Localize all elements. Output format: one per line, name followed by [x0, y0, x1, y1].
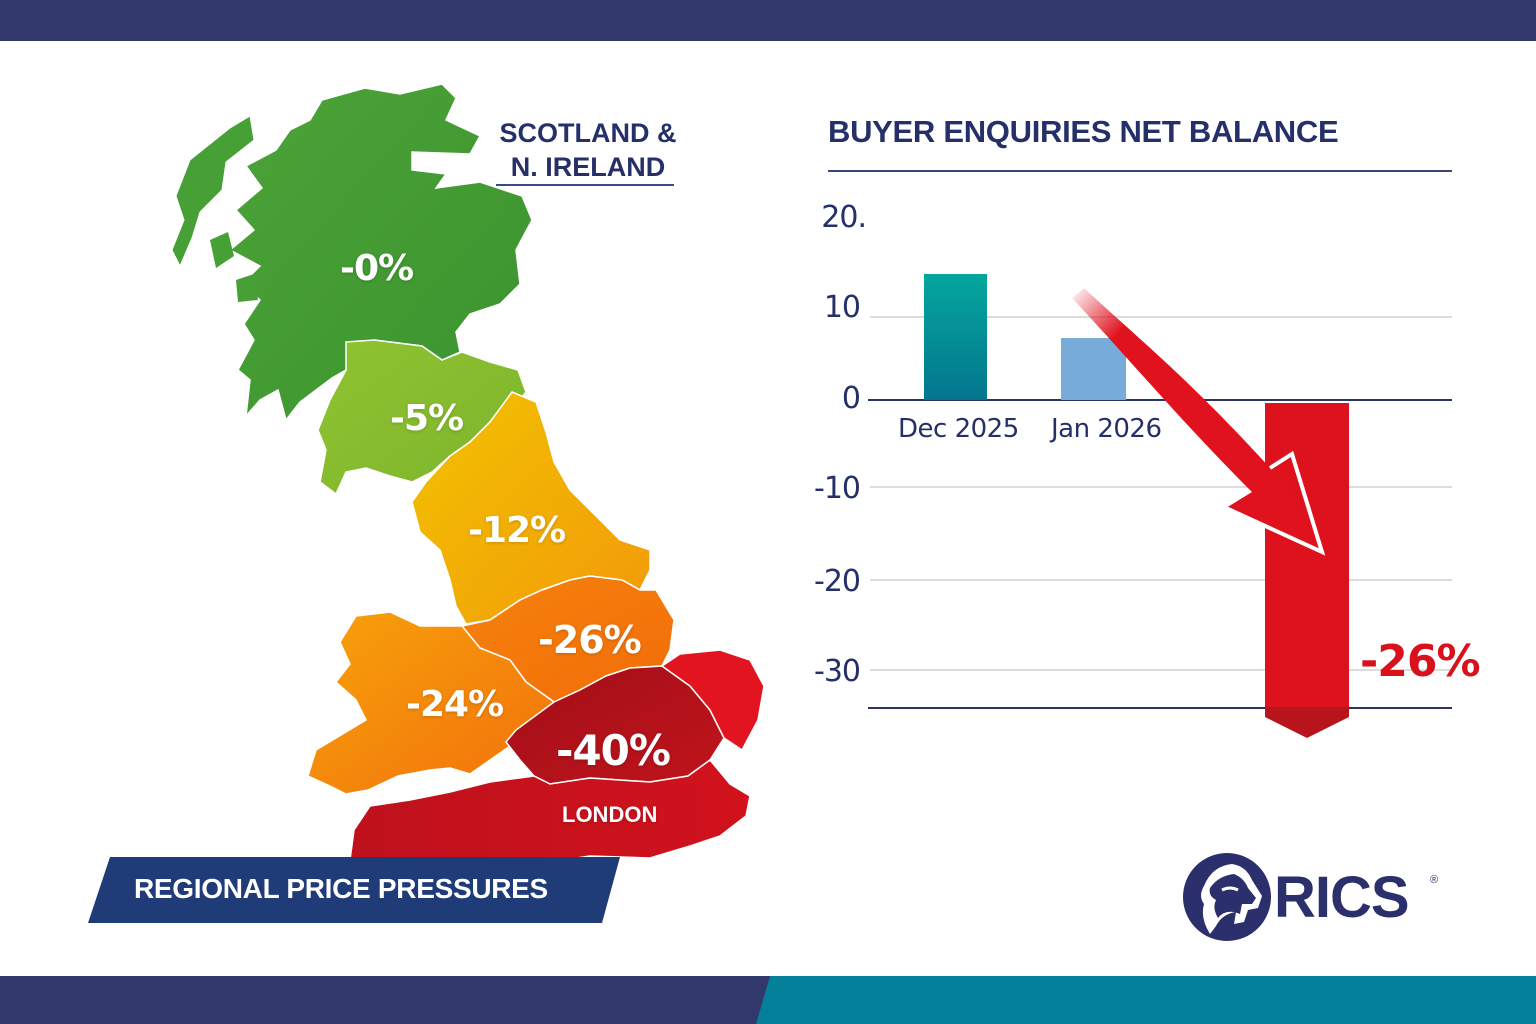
y-tick-neg10: -10: [814, 471, 861, 506]
scotland-heading-underline: [496, 184, 674, 186]
scotland-heading-line1: SCOTLAND &: [499, 118, 677, 148]
lion-emblem-icon: [1183, 853, 1271, 941]
uk-regional-map: -0% -5% -12% -26% -24% -40% LONDON: [150, 70, 790, 870]
x-label-dec-2025: Dec 2025: [898, 414, 1019, 444]
regional-price-banner: REGIONAL PRICE PRESSURES: [88, 857, 620, 923]
bottom-footer-band: [0, 976, 1536, 1024]
region-value-wales-west: -24%: [406, 684, 504, 725]
region-wales-west: [307, 611, 555, 795]
gridline-neg30: [870, 669, 1452, 671]
y-tick-20: 20.: [821, 200, 867, 235]
region-east-anglia: [660, 649, 765, 752]
rics-wordmark: RICS: [1274, 865, 1410, 930]
region-scotland-isles: [171, 115, 255, 268]
london-label: LONDON: [562, 802, 658, 827]
y-tick-0: 0: [841, 381, 861, 416]
bar-latest-negative: [1265, 403, 1349, 709]
registered-mark: ®: [1430, 874, 1439, 886]
chart-title-rule: [828, 170, 1452, 172]
gridline-neg10: [870, 486, 1452, 488]
rics-logo: RICS ®: [1182, 852, 1452, 942]
region-value-scotland: -0%: [340, 248, 414, 289]
banner-title: REGIONAL PRICE PRESSURES: [134, 873, 548, 904]
gridline-10: [870, 316, 1452, 318]
gridline-neg20: [870, 579, 1452, 581]
scotland-heading: SCOTLAND & N. IRELAND: [488, 116, 688, 184]
top-header-band: [0, 0, 1536, 41]
x-label-jan-2026: Jan 2026: [1051, 414, 1162, 444]
region-borders: [317, 339, 527, 496]
zero-axis-line: [868, 399, 1452, 401]
downward-trend-arrow-icon: [1070, 270, 1350, 570]
bar-latest-chevron-tip: [1265, 707, 1349, 738]
region-value-north: -12%: [468, 510, 566, 551]
region-value-london: -40%: [556, 726, 671, 775]
region-value-borders: -5%: [390, 398, 464, 439]
bottom-axis-line: [868, 707, 1452, 709]
y-tick-neg30: -30: [814, 654, 861, 689]
scotland-heading-line2: N. IRELAND: [510, 152, 666, 182]
bar-dec-2025: [924, 274, 987, 400]
chart-title: BUYER ENQUIRIES NET BALANCE: [828, 114, 1339, 149]
negative-value-callout: -26%: [1360, 636, 1481, 687]
y-tick-neg20: -20: [814, 564, 861, 599]
y-tick-10: 10: [823, 290, 861, 325]
region-value-midlands: -26%: [538, 618, 642, 662]
bar-jan-2026: [1061, 338, 1126, 400]
